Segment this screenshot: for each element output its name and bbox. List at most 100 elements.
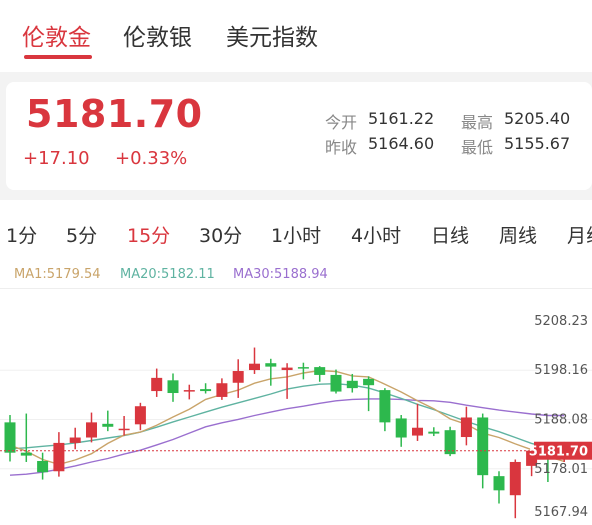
candle [102,410,114,432]
candle-body [249,363,260,371]
quote-card: 5181.70 +17.10 +0.33% 今开 5161.22 最高 5205… [6,82,592,190]
candle-body [200,389,212,392]
candle-body [493,476,505,491]
candle-body [265,363,277,367]
high-label: 最高 [461,113,494,132]
active-tab-indicator [24,55,92,59]
low-value: 5155.67 [504,134,571,153]
candle-body [346,380,358,389]
candle-body [183,390,195,392]
price-change-pct: +0.33% [115,148,188,169]
candle [460,406,472,446]
candle [53,432,65,477]
candle [151,368,163,397]
open-label: 今开 [325,113,358,132]
period-tab-4h[interactable]: 4小时 [351,225,402,247]
candle-body [526,450,538,466]
top-tab-bar: 伦敦金 伦敦银 美元指数 [0,0,592,72]
period-tab-monthly[interactable]: 月线 [567,225,592,247]
candlestick-chart[interactable]: 5208.23 5198.16 5188.08 5178.01 5167.94 5181… [0,200,592,525]
candle-body [37,460,49,473]
candle-body [444,430,456,455]
candle [167,373,179,402]
candle [183,384,195,400]
period-tab-15m[interactable]: 15分 [127,225,171,247]
candle-body [4,422,16,453]
candle [346,373,358,393]
candle-body [509,461,521,496]
current-price-marker: 5181.70 [0,441,592,460]
candles [4,347,570,519]
candle-body [216,383,228,397]
candle [265,358,277,386]
candle [37,452,49,480]
candle-body [151,377,163,392]
candle [379,388,391,432]
chart-card: 1分 5分 15分 30分 1小时 4小时 日线 周线 月线 MA1:5179.… [0,200,592,525]
candle [20,413,32,462]
candle [4,415,16,462]
low-label: 最低 [461,138,494,157]
candle [69,427,81,450]
candle-body [134,406,146,425]
y-tick-label: 5178.01 [534,462,588,477]
candle [444,426,456,457]
candle-body [412,427,423,436]
candle [395,415,407,447]
price-change: +17.10 [23,148,90,169]
candle-body [395,418,407,438]
candle [314,366,326,382]
candle-body [363,378,375,386]
candle [86,412,97,443]
period-tab-1m[interactable]: 1分 [6,225,38,247]
candle [363,376,375,412]
prev-close-value: 5164.60 [368,134,435,153]
chart-grid [0,369,592,470]
candle [281,363,293,399]
candle-body [53,442,65,472]
open-value: 5161.22 [368,109,435,128]
period-tab-1h[interactable]: 1小时 [271,225,322,247]
y-tick-label: 5188.08 [534,413,588,428]
candle-body [460,417,472,438]
candle [526,449,538,477]
period-tab-5m[interactable]: 5分 [66,225,98,247]
period-tab-daily[interactable]: 日线 [431,225,470,247]
legend-divider [0,288,592,289]
y-axis: 5208.23 5198.16 5188.08 5178.01 5167.94 [534,314,588,520]
candle-body [314,367,326,375]
current-price-label: 5181.70 [529,445,588,460]
y-tick-label: 5167.94 [534,505,588,520]
candle-body [167,380,179,394]
last-price: 5181.70 [26,92,203,136]
candle-body [20,452,32,456]
ma30-legend: MA30:5188.94 [233,267,328,282]
current-price-box [534,441,592,460]
candle-body [281,367,293,371]
y-tick-label: 5198.16 [534,363,588,378]
candle [216,378,228,400]
candle [232,359,244,398]
candle [118,416,130,436]
candle [200,383,212,394]
tab-london-gold[interactable]: 伦敦金 [22,25,91,51]
candle-body [477,417,489,476]
candle [412,403,423,441]
period-tab-weekly[interactable]: 周线 [499,225,538,247]
period-tab-30m[interactable]: 30分 [199,225,243,247]
tab-dollar-index[interactable]: 美元指数 [226,25,318,51]
candle-body [232,371,244,383]
y-tick-label: 5208.23 [534,314,588,329]
candle [493,471,505,504]
candle-body [86,422,97,438]
candle [509,459,521,519]
ma20-legend: MA20:5182.11 [120,267,215,282]
candle [330,369,342,394]
candle [134,402,146,431]
candle [297,362,309,380]
ma1-legend: MA1:5179.54 [14,267,101,282]
high-value: 5205.40 [504,109,571,128]
tab-london-silver[interactable]: 伦敦银 [123,25,192,51]
candle [477,413,489,489]
candle-body [297,367,309,369]
